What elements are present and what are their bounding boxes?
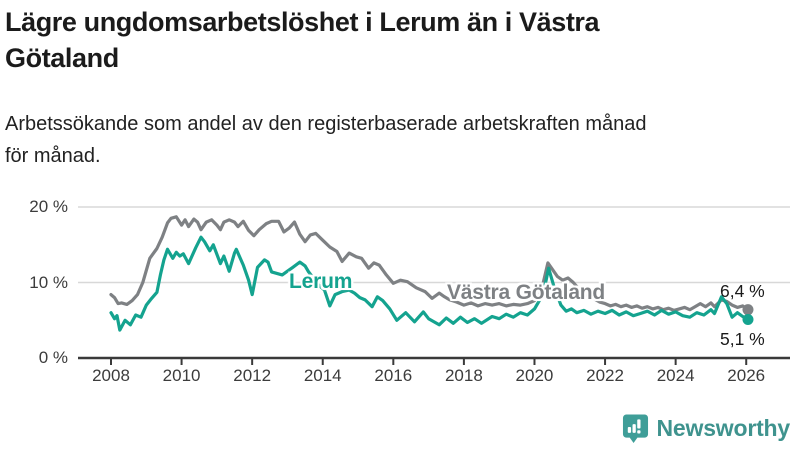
newsworthy-wordmark: Newsworthy xyxy=(656,415,791,441)
newsworthy-logo-icon xyxy=(622,414,648,443)
chart-subtitle: Arbetssökande som andel av den registerb… xyxy=(5,113,647,167)
series-end-dot xyxy=(742,304,754,316)
series-line-lerum xyxy=(109,235,750,332)
series-line-v-stra-g-taland xyxy=(109,215,750,312)
chart-title: Lägre ungdomsarbetslöshet i Lerum än i V… xyxy=(5,7,600,73)
series-end-dot xyxy=(742,313,754,325)
branding-footer: Newsworthy xyxy=(622,413,790,444)
